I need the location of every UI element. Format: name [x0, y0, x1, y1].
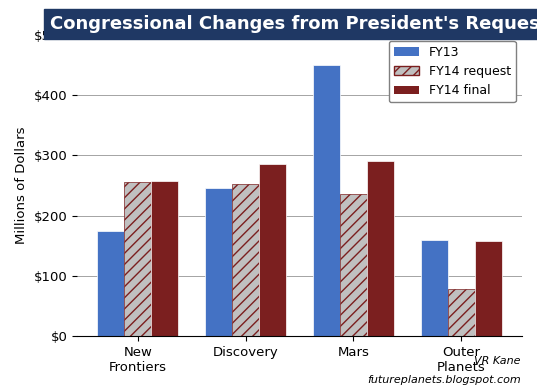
Text: VR Kane: VR Kane — [474, 356, 521, 366]
Y-axis label: Millions of Dollars: Millions of Dollars — [15, 127, 28, 244]
Title: Congressional Changes from President's Request: Congressional Changes from President's R… — [50, 15, 537, 33]
Bar — [448, 289, 475, 336]
Legend: FY13, FY14 request, FY14 final: FY13, FY14 request, FY14 final — [389, 41, 516, 102]
Text: futureplanets.blogspot.com: futureplanets.blogspot.com — [367, 375, 521, 385]
Bar — [475, 241, 502, 336]
Bar — [259, 164, 286, 336]
Bar — [232, 184, 259, 336]
Bar — [313, 65, 340, 336]
Bar — [340, 194, 367, 336]
Bar — [97, 231, 124, 336]
Bar — [124, 182, 151, 336]
Bar — [205, 188, 232, 336]
Bar — [367, 161, 394, 336]
Bar — [421, 240, 448, 336]
Bar — [151, 180, 178, 336]
